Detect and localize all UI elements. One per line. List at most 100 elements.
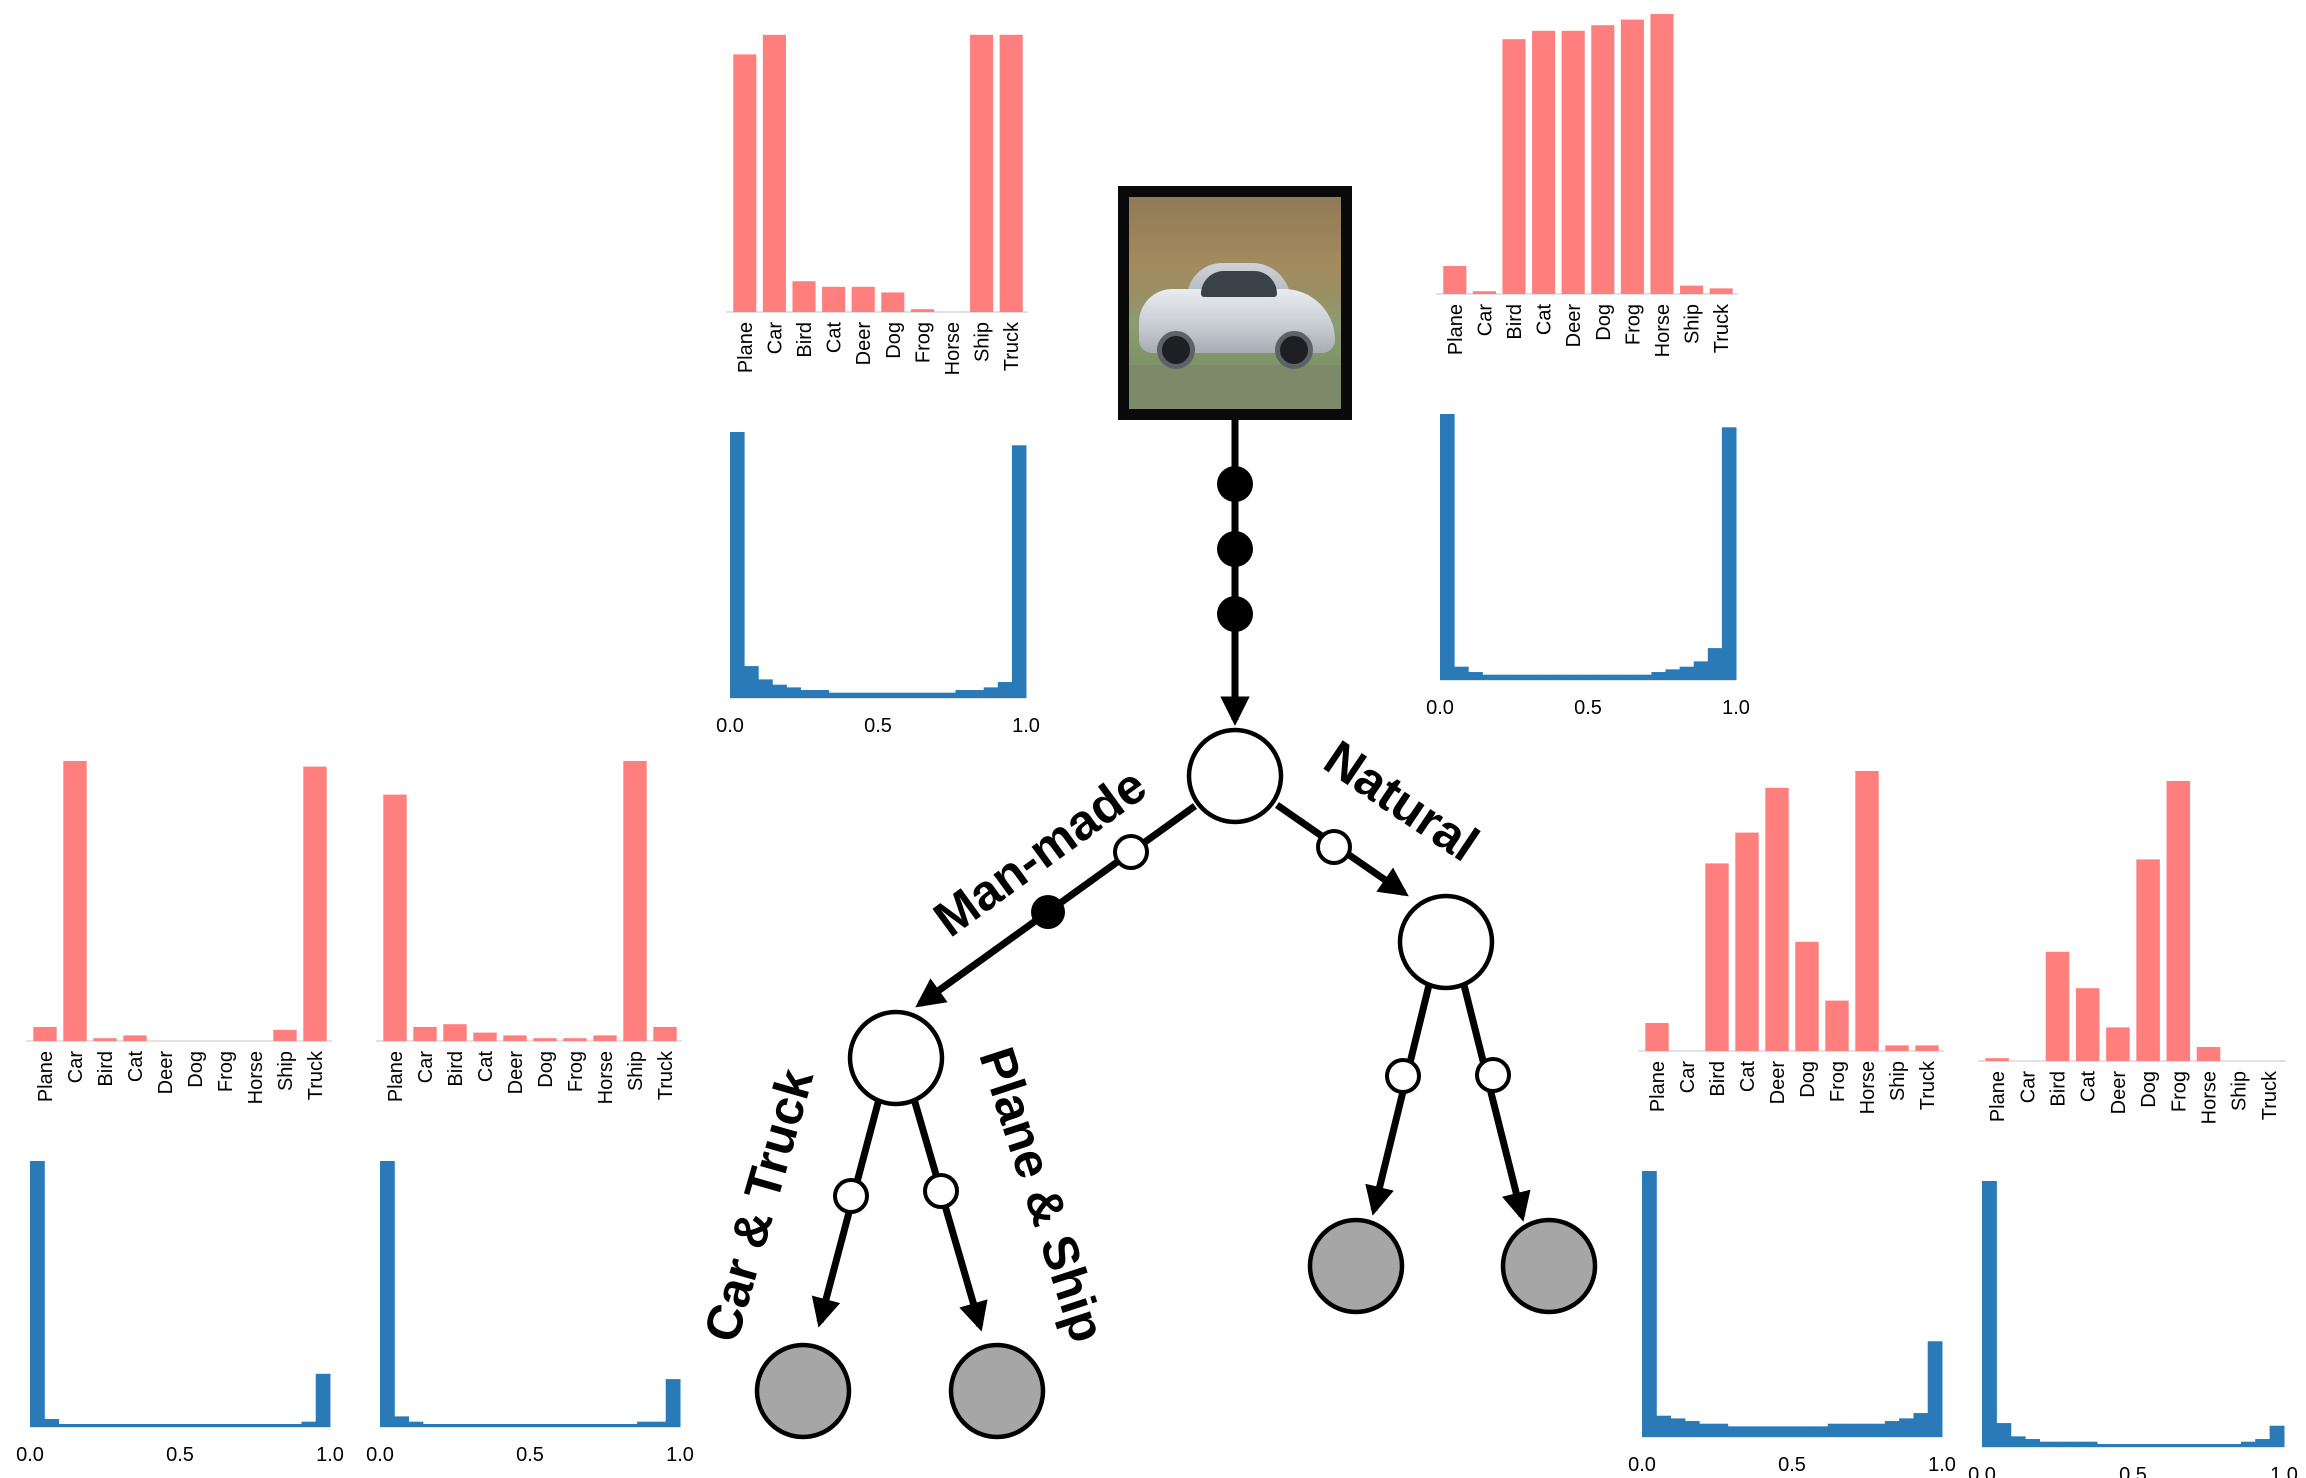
hist-bar (1982, 1181, 1997, 1447)
hist-bar (1552, 674, 1568, 680)
hist-bar (856, 692, 872, 698)
hist-bar (941, 692, 957, 698)
class-bar-cat (1735, 832, 1759, 1051)
class-bar-bird (93, 1038, 117, 1041)
hist-tick-label: 1.0 (1928, 1454, 1956, 1476)
hist-bar (115, 1424, 131, 1427)
class-bar-plane (1985, 1058, 2009, 1061)
hist-bar (2183, 1444, 2199, 1447)
class-tick-label: Cat (1534, 304, 1556, 336)
car-photo-window (1201, 271, 1277, 297)
class-tick-label: Car (65, 1051, 87, 1084)
hist-bar (885, 692, 900, 698)
hist-bar (2082, 1441, 2098, 1447)
hist-bar (58, 1424, 74, 1427)
hist-bar (2140, 1444, 2156, 1447)
class-tick-label: Bird (445, 1051, 467, 1087)
class-bar-horse (593, 1035, 617, 1041)
class-tick-label: Horse (942, 322, 964, 375)
hist-tick-label: 0.0 (366, 1444, 394, 1466)
hist-bar (451, 1424, 467, 1427)
class-tick-label: Cat (2078, 1071, 2100, 1103)
class-tick-label: Dog (1797, 1061, 1819, 1098)
hist-tick-label: 1.0 (666, 1444, 694, 1466)
hist-bar (2111, 1444, 2127, 1447)
hist-bar (2025, 1439, 2041, 1447)
class-bar-frog (910, 309, 934, 312)
class-tick-label: Horse (1652, 304, 1674, 357)
hist-bar (2053, 1441, 2069, 1447)
hist-bar (997, 682, 1013, 698)
hist-bar (1538, 674, 1554, 680)
hist-bar (800, 690, 816, 698)
hist-bar (2154, 1444, 2170, 1447)
class-bar-bird (1705, 863, 1729, 1051)
hist-bar (955, 690, 971, 698)
class-tick-label: Plane (1647, 1061, 1669, 1112)
class-tick-label: Ship (1887, 1061, 1909, 1101)
class-tick-label: Deer (505, 1051, 527, 1095)
hist-bar (144, 1424, 160, 1427)
hist-tick-label: 0.0 (1968, 1464, 1996, 1478)
class-bar-plane (733, 54, 757, 313)
hist-tick-label: 0.0 (16, 1444, 44, 1466)
class-bar-plane (33, 1027, 57, 1041)
class-bar-cat (822, 286, 846, 312)
hist-tick-label: 0.5 (1574, 697, 1602, 719)
hist-bar (1913, 1413, 1929, 1437)
hist-bar (580, 1424, 595, 1427)
class-tick-label: Plane (735, 322, 757, 373)
class-tick-label: Truck (305, 1050, 327, 1100)
hist-bar (1684, 1421, 1700, 1437)
hist-bar (172, 1424, 188, 1427)
hist-bar (494, 1424, 510, 1427)
hist-bar (1842, 1423, 1857, 1437)
hist-bar (551, 1424, 567, 1427)
hist-bar (1665, 669, 1681, 680)
class-bar-frog (1825, 1000, 1849, 1051)
class-tick-label: Dog (2138, 1071, 2160, 1108)
class-bar-horse (2196, 1047, 2221, 1061)
leaf-node-natural-2 (1500, 1217, 1598, 1315)
hist-bar (508, 1424, 524, 1427)
class-tick-label: Truck (1711, 303, 1733, 353)
hist-tick-label: 0.5 (2119, 1464, 2147, 1478)
edge-gate-plane-ship (923, 1173, 959, 1209)
class-tick-label: Deer (2108, 1071, 2130, 1115)
class-bar-car (762, 34, 786, 313)
hist-bar (30, 1161, 45, 1427)
hist-bar (1656, 1415, 1672, 1437)
hist-bar (1510, 674, 1526, 680)
class-tick-label: Ship (2229, 1071, 2251, 1111)
hist-bar (1827, 1423, 1843, 1437)
class-tick-label: Cat (1737, 1061, 1759, 1093)
class-tick-label: Car (764, 322, 786, 355)
edge-ellipsis-dot-1 (1217, 466, 1253, 502)
hist-bar (828, 692, 844, 698)
hist-bar (1670, 1418, 1686, 1437)
hist-bar (786, 687, 801, 698)
hist-tick-label: 0.5 (1778, 1454, 1806, 1476)
hist-bar (537, 1424, 552, 1427)
hist-bar (1870, 1423, 1886, 1437)
class-tick-label: Truck (2259, 1070, 2281, 1120)
hist-tick-label: 1.0 (1722, 697, 1750, 719)
hist-bar (244, 1424, 260, 1427)
hist-bar (1468, 672, 1483, 680)
hist-bar (1496, 674, 1511, 680)
hist-bar (1756, 1426, 1772, 1437)
class-tick-label: Plane (35, 1051, 57, 1102)
class-bar-deer (851, 286, 875, 312)
class-bar-cat (123, 1035, 147, 1041)
hist-bar (2269, 1425, 2285, 1447)
class-bar-deer (503, 1035, 527, 1041)
hist-bar (2240, 1441, 2256, 1447)
class-tick-label: Frog (565, 1051, 587, 1092)
hist-bar (1899, 1418, 1914, 1437)
class-tick-label: Horse (1857, 1061, 1879, 1114)
hist-bar (301, 1421, 317, 1427)
hist-bar (665, 1379, 681, 1427)
edge-gate-natural-leaf-1 (1385, 1058, 1421, 1094)
hist-bar (480, 1424, 495, 1427)
